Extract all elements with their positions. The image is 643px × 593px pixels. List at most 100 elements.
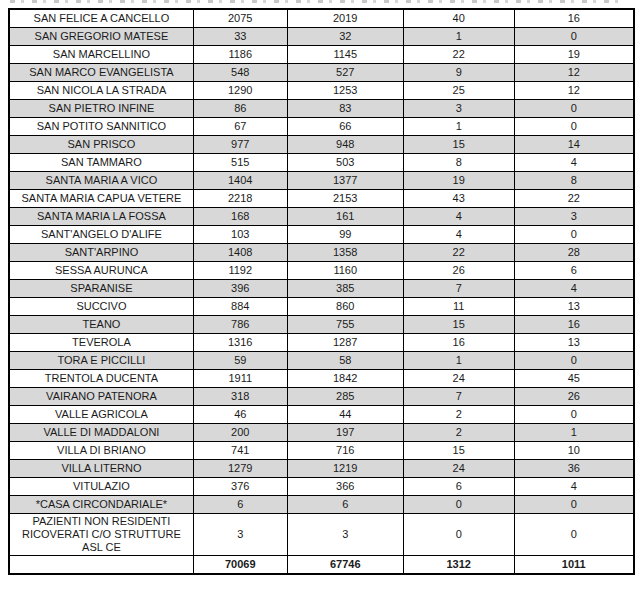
value-cell: 103 [193,226,287,244]
table-row: SANT'ARPINO140813582228 [9,244,634,262]
table-row: VAIRANO PATENORA318285726 [9,388,634,406]
value-cell: 515 [193,154,287,172]
municipality-name-cell: SANT'ANGELO D'ALIFE [9,226,193,244]
value-cell: 1 [403,118,514,136]
value-cell: 10 [514,442,634,460]
table-row: TEVEROLA131612871613 [9,334,634,352]
value-cell: 0 [514,514,634,556]
value-cell: 860 [287,298,403,316]
value-cell: 12 [514,82,634,100]
municipality-name-cell: SANTA MARIA LA FOSSA [9,208,193,226]
value-cell: 43 [403,190,514,208]
table-row: SANT'ANGELO D'ALIFE1039940 [9,226,634,244]
value-cell: 0 [514,352,634,370]
value-cell: 1279 [193,460,287,478]
value-cell: 16 [514,316,634,334]
value-cell: 4 [514,154,634,172]
value-cell: 2019 [287,9,403,28]
table-row: SAN POTITO SANNITICO676610 [9,118,634,136]
value-cell: 14 [514,136,634,154]
value-cell: 15 [403,316,514,334]
value-cell: 2153 [287,190,403,208]
table-row: *CASA CIRCONDARIALE*6600 [9,496,634,514]
value-cell: 0 [514,406,634,424]
municipality-name-cell: VILLA DI BRIANO [9,442,193,460]
value-cell: 15 [403,442,514,460]
value-cell: 67 [193,118,287,136]
municipality-name-cell: SPARANISE [9,280,193,298]
municipality-name-cell: VAIRANO PATENORA [9,388,193,406]
value-cell: 1 [403,352,514,370]
document-page: SAN FELICE A CANCELLO207520194016SAN GRE… [0,0,643,593]
value-cell: 0 [514,226,634,244]
value-cell: 0 [514,100,634,118]
value-cell: 7 [403,388,514,406]
value-cell: 716 [287,442,403,460]
value-cell: 32 [287,28,403,46]
value-cell: 15 [403,136,514,154]
value-cell: 8 [514,172,634,190]
value-cell: 168 [193,208,287,226]
value-cell: 0 [403,496,514,514]
table-row: SANTA MARIA LA FOSSA16816143 [9,208,634,226]
table-row: VILLA LITERNO127912192436 [9,460,634,478]
table-row: TORA E PICCILLI595810 [9,352,634,370]
municipality-name-cell: TEANO [9,316,193,334]
value-cell: 948 [287,136,403,154]
value-cell: 6 [403,478,514,496]
municipality-name-cell: SAN POTITO SANNITICO [9,118,193,136]
table-footer: 70069 67746 1312 1011 [9,556,634,575]
table-row: PAZIENTI NON RESIDENTI RICOVERATI C/O ST… [9,514,634,556]
value-cell: 755 [287,316,403,334]
table-row: SAN TAMMARO51550384 [9,154,634,172]
value-cell: 36 [514,460,634,478]
municipality-name-cell: SAN TAMMARO [9,154,193,172]
value-cell: 46 [193,406,287,424]
table-row: SUCCIVO8848601113 [9,298,634,316]
table-row: VILLA DI BRIANO7417161510 [9,442,634,460]
value-cell: 66 [287,118,403,136]
value-cell: 0 [514,496,634,514]
municipality-name-cell: SAN PRISCO [9,136,193,154]
table-row: SAN NICOLA LA STRADA129012532512 [9,82,634,100]
municipality-name-cell: VILLA LITERNO [9,460,193,478]
value-cell: 1 [514,424,634,442]
value-cell: 40 [403,9,514,28]
value-cell: 58 [287,352,403,370]
value-cell: 83 [287,100,403,118]
table-row: SAN PIETRO INFINE868330 [9,100,634,118]
value-cell: 385 [287,280,403,298]
table-row: SAN MARCELLINO118611452219 [9,46,634,64]
value-cell: 1290 [193,82,287,100]
municipality-name-cell: SAN NICOLA LA STRADA [9,82,193,100]
municipality-name-cell: *CASA CIRCONDARIALE* [9,496,193,514]
value-cell: 2218 [193,190,287,208]
value-cell: 13 [514,334,634,352]
table-row: SANTA MARIA A VICO14041377198 [9,172,634,190]
table-row: SAN PRISCO9779481514 [9,136,634,154]
value-cell: 0 [514,28,634,46]
value-cell: 0 [514,118,634,136]
value-cell: 200 [193,424,287,442]
value-cell: 22 [403,46,514,64]
value-cell: 396 [193,280,287,298]
value-cell: 6 [514,262,634,280]
table-row: SANTA MARIA CAPUA VETERE221821534322 [9,190,634,208]
municipality-name-cell: TEVEROLA [9,334,193,352]
value-cell: 376 [193,478,287,496]
value-cell: 1404 [193,172,287,190]
municipality-name-cell: VALLE AGRICOLA [9,406,193,424]
value-cell: 1316 [193,334,287,352]
value-cell: 1377 [287,172,403,190]
value-cell: 26 [514,388,634,406]
value-cell: 9 [403,64,514,82]
table-row: SAN GREGORIO MATESE333210 [9,28,634,46]
totals-label-cell [9,556,193,575]
value-cell: 2075 [193,9,287,28]
value-cell: 786 [193,316,287,334]
value-cell: 197 [287,424,403,442]
value-cell: 1 [403,28,514,46]
value-cell: 8 [403,154,514,172]
municipality-name-cell: SAN MARCO EVANGELISTA [9,64,193,82]
value-cell: 22 [514,190,634,208]
